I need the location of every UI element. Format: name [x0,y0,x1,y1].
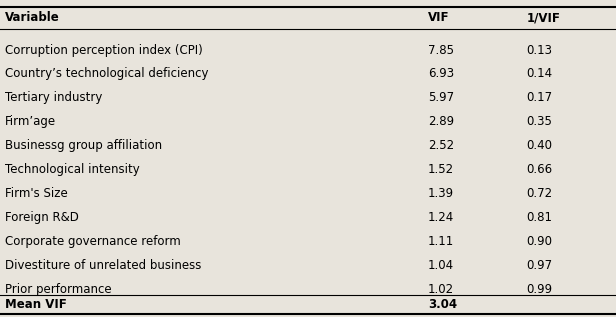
Text: Businessg group affiliation: Businessg group affiliation [5,139,162,152]
Text: Foreign R&D: Foreign R&D [5,211,79,224]
Text: Country’s technological deficiency: Country’s technological deficiency [5,68,208,81]
Text: 1.39: 1.39 [428,187,454,200]
Text: 0.13: 0.13 [527,43,553,56]
Text: 0.35: 0.35 [527,115,553,128]
Text: VIF: VIF [428,11,450,24]
Text: 0.81: 0.81 [527,211,553,224]
Text: 0.66: 0.66 [527,163,553,176]
Text: Firm’age: Firm’age [5,115,56,128]
Text: 1.24: 1.24 [428,211,455,224]
Text: Firm's Size: Firm's Size [5,187,68,200]
Text: 2.89: 2.89 [428,115,454,128]
Text: 6.93: 6.93 [428,68,454,81]
Text: 0.97: 0.97 [527,259,553,272]
Text: 1.11: 1.11 [428,235,455,248]
Text: Tertiary industry: Tertiary industry [5,91,102,104]
Text: 2.52: 2.52 [428,139,454,152]
Text: 1/VIF: 1/VIF [527,11,561,24]
Text: 0.14: 0.14 [527,68,553,81]
Text: 0.17: 0.17 [527,91,553,104]
Text: Technological intensity: Technological intensity [5,163,140,176]
Text: Corporate governance reform: Corporate governance reform [5,235,180,248]
Text: 0.99: 0.99 [527,283,553,296]
Text: 1.04: 1.04 [428,259,454,272]
Text: Prior performance: Prior performance [5,283,111,296]
Text: Mean VIF: Mean VIF [5,298,67,311]
Text: 3.04: 3.04 [428,298,457,311]
Text: 0.90: 0.90 [527,235,553,248]
Text: Variable: Variable [5,11,60,24]
Text: Corruption perception index (CPI): Corruption perception index (CPI) [5,43,203,56]
Text: 5.97: 5.97 [428,91,454,104]
Text: Divestiture of unrelated business: Divestiture of unrelated business [5,259,201,272]
Text: 0.72: 0.72 [527,187,553,200]
Text: 1.02: 1.02 [428,283,454,296]
Text: 0.40: 0.40 [527,139,553,152]
Text: 1.52: 1.52 [428,163,454,176]
Text: 7.85: 7.85 [428,43,454,56]
